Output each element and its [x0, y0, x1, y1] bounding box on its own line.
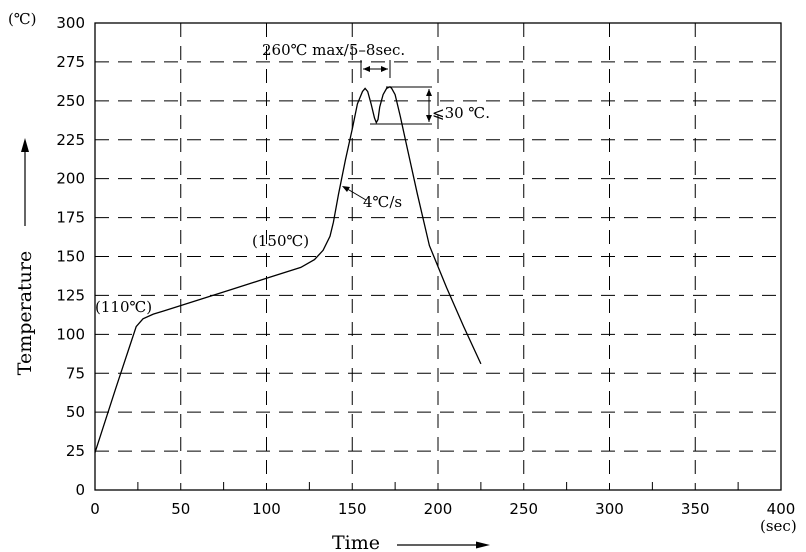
- y-tick-label: 225: [56, 131, 85, 149]
- y-axis-title-group: Temperature: [14, 138, 36, 375]
- y-tick-label: 50: [66, 403, 85, 421]
- series-line-temperature: [94, 86, 482, 453]
- y-tick-label: 275: [56, 53, 85, 71]
- peak-duration-label: 260℃ max/5–8sec.: [262, 41, 405, 59]
- delta-arrow-up: [426, 89, 432, 96]
- annotations: (110℃) (150℃) 260℃ max/5–8sec. ⩽30 ℃. 4℃/s: [95, 41, 490, 316]
- y-axis-title: Temperature: [14, 251, 36, 375]
- peak-delta-label: ⩽30 ℃.: [432, 104, 490, 122]
- label-150c: (150℃): [252, 232, 309, 250]
- y-tick-label: 200: [56, 170, 85, 188]
- peak-arrow-right: [381, 66, 388, 72]
- x-unit-label: (sec): [760, 517, 797, 535]
- delta-arrow-down: [426, 115, 432, 122]
- ramp-rate-label: 4℃/s: [363, 193, 402, 211]
- y-tick-label: 150: [56, 248, 85, 266]
- x-tick-label: 300: [595, 500, 624, 518]
- x-tick-label: 400: [767, 500, 796, 518]
- x-tick-label: 150: [338, 500, 367, 518]
- x-tick-label: 100: [252, 500, 281, 518]
- plot-frame: [94, 22, 782, 491]
- y-unit-label: (℃): [8, 10, 36, 28]
- y-axis-arrow-head: [21, 138, 29, 152]
- y-tick-label: 175: [56, 209, 85, 227]
- y-tick-label: 125: [56, 286, 85, 304]
- y-tick-label: 250: [56, 92, 85, 110]
- x-tick-labels: 0 50 100 150 200 250 300 350 400: [90, 500, 795, 518]
- x-axis-title-group: Time: [332, 532, 490, 552]
- y-tick-labels: 0 25 50 75 100 125 150 175 200 225 250 275 300: [56, 14, 85, 499]
- y-tick-label: 0: [75, 481, 85, 499]
- x-tick-label: 200: [424, 500, 453, 518]
- ramp-leader-arrow: [342, 186, 350, 192]
- x-tick-label: 350: [681, 500, 710, 518]
- y-tick-label: 25: [66, 442, 85, 460]
- y-tick-label: 75: [66, 364, 85, 382]
- peak-arrow-left: [363, 66, 370, 72]
- grid: [95, 23, 781, 490]
- x-tick-label: 250: [509, 500, 538, 518]
- x-axis-title: Time: [332, 532, 380, 552]
- y-tick-label: 100: [56, 325, 85, 343]
- label-110c: (110℃): [95, 298, 152, 316]
- x-tick-label: 0: [90, 500, 100, 518]
- y-tick-label: 300: [56, 14, 85, 32]
- x-axis-arrow-head: [476, 541, 490, 549]
- minor-ticks: [137, 482, 739, 490]
- x-tick-label: 50: [171, 500, 190, 518]
